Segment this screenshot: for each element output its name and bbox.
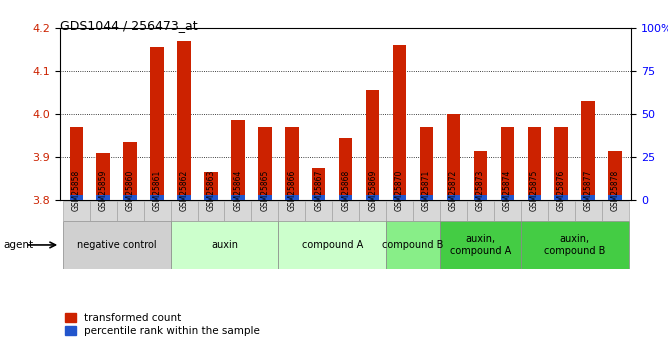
Bar xyxy=(204,195,218,200)
Text: GSM25867: GSM25867 xyxy=(314,169,323,211)
Bar xyxy=(494,201,521,221)
Bar xyxy=(339,138,353,200)
Bar xyxy=(305,201,332,221)
Bar xyxy=(63,221,170,269)
Bar xyxy=(440,221,521,269)
Text: GSM25861: GSM25861 xyxy=(152,169,162,211)
Bar xyxy=(231,195,244,200)
Bar xyxy=(198,201,224,221)
Bar xyxy=(285,127,299,200)
Bar xyxy=(69,127,83,200)
Bar xyxy=(521,221,629,269)
Bar xyxy=(474,150,487,200)
Bar xyxy=(279,221,386,269)
Bar xyxy=(117,201,144,221)
Bar xyxy=(204,172,218,200)
Bar xyxy=(420,127,434,200)
Bar xyxy=(96,195,110,200)
Text: GSM25873: GSM25873 xyxy=(476,169,485,211)
Bar xyxy=(474,195,487,200)
Bar xyxy=(150,47,164,200)
Bar xyxy=(366,195,379,200)
Bar xyxy=(170,221,279,269)
Bar xyxy=(602,201,629,221)
Bar xyxy=(393,195,406,200)
Bar xyxy=(554,127,568,200)
Bar xyxy=(581,101,595,200)
Bar xyxy=(386,221,440,269)
Text: auxin,
compound B: auxin, compound B xyxy=(544,234,605,256)
Bar xyxy=(224,201,251,221)
Text: agent: agent xyxy=(3,240,33,250)
Text: GDS1044 / 256473_at: GDS1044 / 256473_at xyxy=(60,19,198,32)
Text: GSM25866: GSM25866 xyxy=(287,169,297,211)
Bar xyxy=(420,195,434,200)
Text: GSM25862: GSM25862 xyxy=(180,169,188,211)
Bar xyxy=(170,201,198,221)
Bar xyxy=(90,201,117,221)
Bar xyxy=(231,120,244,200)
Text: GSM25863: GSM25863 xyxy=(206,169,216,211)
Bar xyxy=(258,127,272,200)
Bar xyxy=(500,195,514,200)
Text: compound A: compound A xyxy=(301,240,363,250)
Bar xyxy=(366,90,379,200)
Legend: transformed count, percentile rank within the sample: transformed count, percentile rank withi… xyxy=(65,313,260,336)
Bar xyxy=(312,168,325,200)
Text: GSM25876: GSM25876 xyxy=(556,169,566,211)
Bar xyxy=(528,127,541,200)
Bar xyxy=(124,142,137,200)
Bar xyxy=(447,195,460,200)
Bar xyxy=(150,195,164,200)
Bar xyxy=(467,201,494,221)
Bar xyxy=(440,201,467,221)
Text: GSM25869: GSM25869 xyxy=(368,169,377,211)
Text: GSM25868: GSM25868 xyxy=(341,169,350,211)
Bar xyxy=(177,195,191,200)
Bar xyxy=(96,152,110,200)
Bar xyxy=(251,201,279,221)
Bar xyxy=(285,195,299,200)
Text: GSM25870: GSM25870 xyxy=(395,169,404,211)
Bar xyxy=(312,195,325,200)
Bar xyxy=(528,195,541,200)
Bar xyxy=(63,201,90,221)
Bar xyxy=(413,201,440,221)
Text: GSM25875: GSM25875 xyxy=(530,169,539,211)
Bar xyxy=(393,45,406,200)
Bar xyxy=(258,195,272,200)
Bar xyxy=(581,195,595,200)
Bar xyxy=(609,150,622,200)
Bar xyxy=(554,195,568,200)
Text: GSM25860: GSM25860 xyxy=(126,169,135,211)
Text: GSM25878: GSM25878 xyxy=(611,169,620,211)
Text: GSM25877: GSM25877 xyxy=(584,169,593,211)
Text: GSM25859: GSM25859 xyxy=(99,169,108,211)
Text: GSM25872: GSM25872 xyxy=(449,169,458,211)
Bar xyxy=(548,201,574,221)
Bar xyxy=(521,201,548,221)
Text: auxin,
compound A: auxin, compound A xyxy=(450,234,511,256)
Text: GSM25865: GSM25865 xyxy=(261,169,269,211)
Bar xyxy=(177,41,191,200)
Bar xyxy=(69,195,83,200)
Bar xyxy=(609,195,622,200)
Bar xyxy=(386,201,413,221)
Text: compound B: compound B xyxy=(382,240,444,250)
Bar xyxy=(447,114,460,200)
Text: auxin: auxin xyxy=(211,240,238,250)
Text: GSM25874: GSM25874 xyxy=(503,169,512,211)
Bar xyxy=(144,201,170,221)
Bar xyxy=(574,201,602,221)
Bar xyxy=(124,195,137,200)
Bar xyxy=(339,195,353,200)
Text: negative control: negative control xyxy=(77,240,156,250)
Text: GSM25864: GSM25864 xyxy=(233,169,242,211)
Bar xyxy=(332,201,359,221)
Bar xyxy=(359,201,386,221)
Bar xyxy=(279,201,305,221)
Bar xyxy=(500,127,514,200)
Text: GSM25871: GSM25871 xyxy=(422,169,431,211)
Text: GSM25858: GSM25858 xyxy=(71,169,81,211)
